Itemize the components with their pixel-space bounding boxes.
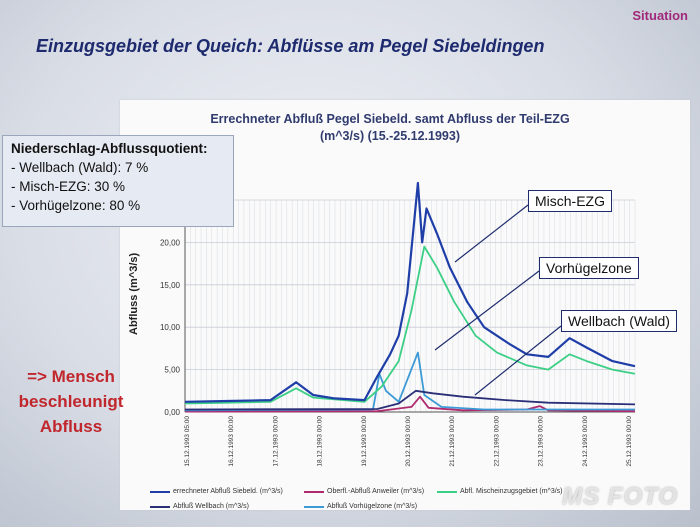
- slide-tag: Situation: [632, 8, 688, 23]
- conclusion-line: => Mensch: [27, 367, 115, 386]
- legend-swatch: [150, 490, 170, 493]
- y-axis-label: Abfluss (m^3/s): [128, 252, 140, 335]
- legend-swatch: [437, 490, 457, 493]
- slide-title: Einzugsgebiet der Queich: Abflüsse am Pe…: [36, 36, 545, 56]
- quotient-item-vorhuegel: - Vorhügelzone: 80 %: [11, 198, 141, 213]
- quotient-heading: Niederschlag-Abflussquotient:: [11, 141, 208, 156]
- legend-item-anweiler: Oberfl.-Abfluß Anweiler (m^3/s): [304, 488, 424, 495]
- x-tick-label: 19.12.1993 00:00: [361, 416, 368, 467]
- quotient-item-wellbach: - Wellbach (Wald): 7 %: [11, 160, 149, 175]
- callout-connector-wellbach: [474, 325, 562, 396]
- callout-wellbach: Wellbach (Wald): [561, 310, 677, 332]
- callout-vorhuegelzone: Vorhügelzone: [539, 257, 639, 279]
- x-tick-label: 18.12.1993 00:00: [317, 416, 324, 467]
- photo-watermark: MS FOTO: [562, 483, 678, 510]
- series-line-mixed: [184, 245, 636, 405]
- x-tick-label: 17.12.1993 00:00: [272, 416, 279, 467]
- legend-item-wellbach: Abfluß Wellbach (m^3/s): [150, 503, 249, 510]
- x-tick-label: 15.12.1993 05:00: [184, 416, 191, 467]
- runoff-quotient-box: Niederschlag-Abflussquotient: - Wellbach…: [2, 135, 234, 227]
- chart-title-line: Errechneter Abfluß Pegel Siebeld. samt A…: [210, 112, 570, 126]
- series-line-forest: [184, 389, 636, 411]
- x-tick-label: 24.12.1993 00:00: [582, 416, 589, 467]
- conclusion-note: => Mensch beschleunigt Abfluss: [10, 364, 132, 439]
- y-tick-label: 20,00: [160, 238, 181, 247]
- legend-swatch: [304, 490, 324, 493]
- legend-label: Abfl. Mischeinzugsgebiet (m^3/s): [460, 488, 563, 495]
- callout-connector-vorhuegel: [434, 270, 540, 351]
- x-tick-label: 23.12.1993 00:00: [538, 416, 545, 467]
- legend-label: errechneter Abfluß Siebeld. (m^3/s): [173, 488, 283, 495]
- callout-connector-misch: [454, 204, 529, 263]
- callout-misch-ezg: Misch-EZG: [528, 190, 612, 212]
- legend-swatch: [150, 505, 170, 508]
- x-tick-label: 16.12.1993 00:00: [228, 416, 235, 467]
- legend-item-vorhuegel: Abfluß Vorhügelzone (m^3/s): [304, 503, 417, 510]
- y-tick-label: 10,00: [160, 323, 181, 332]
- legend-label: Abfluß Vorhügelzone (m^3/s): [327, 503, 418, 510]
- x-tick-label: 20.12.1993 00:00: [405, 416, 412, 467]
- x-tick-label: 21.12.1993 00:00: [449, 416, 456, 467]
- legend-label: Oberfl.-Abfluß Anweiler (m^3/s): [327, 488, 425, 495]
- legend-item-total: errechneter Abfluß Siebeld. (m^3/s): [150, 488, 283, 495]
- y-tick-label: 5,00: [164, 366, 180, 375]
- y-tick-label: 0,00: [164, 408, 180, 417]
- series-line-anweiler: [184, 395, 636, 413]
- legend-item-mixed: Abfl. Mischeinzugsgebiet (m^3/s): [437, 488, 563, 495]
- series-line-total: [184, 181, 636, 403]
- y-tick-label: 15,00: [160, 281, 181, 290]
- x-tick-label: 22.12.1993 00:00: [493, 416, 500, 467]
- quotient-item-misch: - Misch-EZG: 30 %: [11, 179, 126, 194]
- conclusion-line: beschleunigt: [18, 392, 124, 411]
- legend-swatch: [304, 505, 324, 508]
- x-tick-label: 25.12.1993 00:00: [626, 416, 633, 467]
- legend-label: Abfluß Wellbach (m^3/s): [173, 503, 249, 510]
- conclusion-line: Abfluss: [39, 417, 103, 436]
- chart-title: Errechneter Abfluß Pegel Siebeld. samt A…: [175, 111, 605, 145]
- chart-subtitle: (m^3/s) (15.-25.12.1993): [319, 129, 460, 143]
